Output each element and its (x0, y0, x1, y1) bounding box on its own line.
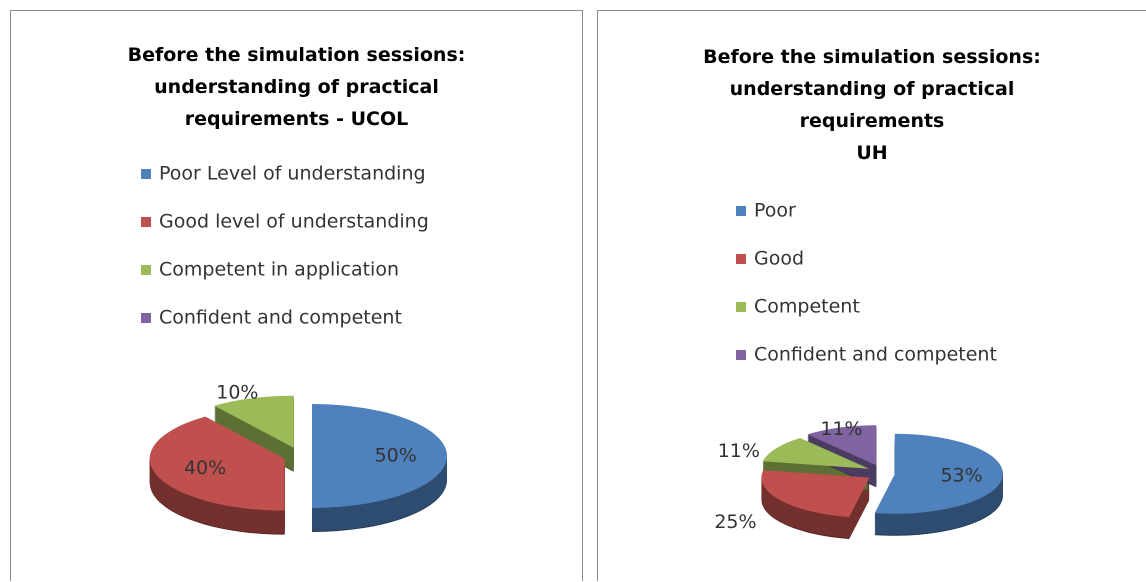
legend-label: Poor (754, 200, 796, 222)
legend-label: Competent in application (159, 259, 399, 281)
pie-slice (762, 437, 869, 469)
legend-label: Good (754, 248, 804, 270)
legend-swatch (736, 350, 746, 360)
pie-slice (149, 416, 285, 511)
legend-swatch (736, 254, 746, 264)
legend-swatch (736, 302, 746, 312)
legend-label: Confident and competent (159, 307, 402, 329)
pie-slice (874, 433, 1003, 514)
legend-swatch (141, 313, 151, 323)
data-label: 53% (940, 465, 982, 487)
pie-slice (807, 425, 877, 466)
chart-title: Before the simulation sessions: understa… (703, 46, 1041, 164)
data-label: 40% (184, 457, 226, 479)
legend-swatch (736, 206, 746, 216)
pie-slice (761, 470, 870, 517)
legend-label: Poor Level of understanding (159, 163, 426, 185)
chart-title: Before the simulation sessions: understa… (127, 44, 466, 130)
legend-swatch (141, 217, 151, 227)
legend-label: Competent (754, 296, 860, 318)
legend-label: Confident and competent (754, 344, 997, 366)
data-label: 50% (375, 445, 417, 467)
legend-swatch (141, 169, 151, 179)
chart-panel: Before the simulation sessions: understa… (10, 10, 583, 581)
chart: Poor Level of understanding Good level of… (141, 163, 447, 535)
pie-slice (312, 404, 447, 508)
legend-label: Good level of understanding (159, 211, 429, 233)
data-label: 11% (718, 440, 760, 462)
legend-swatch (141, 265, 151, 275)
data-label: 11% (820, 418, 862, 440)
chart: Poor Good Competent Confident and competent… (714, 200, 1003, 539)
data-label: 10% (216, 382, 258, 404)
pie-slice (214, 395, 294, 448)
chart-panel: Before the simulation sessions: understa… (597, 10, 1146, 581)
data-label: 25% (714, 511, 756, 533)
